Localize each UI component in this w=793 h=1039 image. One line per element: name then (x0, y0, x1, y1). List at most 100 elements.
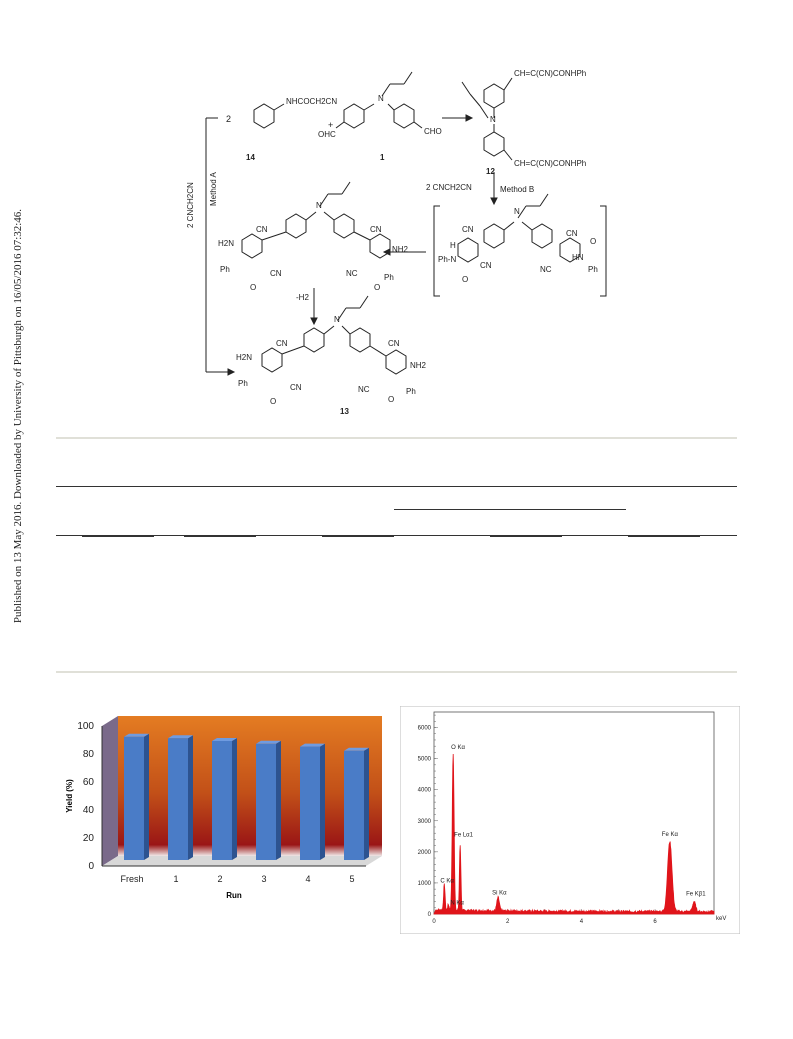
edx-x-tick-label: 6 (653, 919, 657, 925)
bar-fresh (124, 736, 144, 860)
col-rule-1 (82, 535, 154, 537)
edx-peak-label: O Kα (451, 745, 465, 751)
int-o-2: O (590, 237, 596, 246)
bar-top (344, 747, 369, 751)
edx-y-tick-label: 4000 (418, 788, 432, 794)
edx-spectrum-line (433, 753, 715, 915)
dimer-o-2: O (374, 283, 380, 292)
coefficient-2: 2 (226, 114, 231, 124)
bar-top (256, 740, 281, 744)
edx-peak-label: Fe Kβ1 (686, 892, 706, 898)
bar-4 (300, 746, 320, 860)
dimer-cn-3: CN (370, 225, 382, 234)
col-rule-3 (322, 535, 394, 537)
edx-x-tick-label: 2 (506, 919, 510, 925)
minus-h2-label: -H2 (296, 293, 309, 302)
x-tick-label: Fresh (120, 874, 143, 884)
bar-side (276, 740, 281, 860)
reaction-scheme: 2 NHCOCH2CN 14 + OHC N CHO 1 CH=C(CN)CON… (186, 69, 607, 416)
prod-cn-2: CN (290, 383, 302, 392)
method-a-label: Method A (209, 172, 218, 206)
table-top-rule (56, 486, 737, 487)
plus-sign: + (328, 120, 333, 130)
substituent-nhcoch2cn: NHCOCH2CN (286, 97, 337, 106)
y-tick-label: 0 (88, 861, 94, 872)
bar-5 (344, 750, 364, 860)
dimer-cn-1: CN (256, 225, 268, 234)
y-axis-title: Yield (%) (65, 779, 74, 813)
chart-back-wall (118, 716, 382, 856)
col-rule-2 (184, 535, 256, 537)
y-tick-label: 40 (83, 805, 95, 816)
edx-spectrum-chart: 0 1000 2000 3000 4000 5000 6000 0 2 4 6 C Kα N Kα O… (400, 706, 740, 934)
x-tick-label: 4 (305, 874, 310, 884)
bar-side (232, 738, 237, 860)
acrylamide-bottom-label: CH=C(CN)CONHPh (514, 159, 586, 168)
yield-bar-chart: 0 20 40 60 80 100 Fresh 1 2 3 4 5 Run Yield (%) (65, 716, 382, 900)
prod-h2n: H2N (236, 353, 252, 362)
ohc-label: OHC (318, 130, 336, 139)
label-compound-13: 13 (340, 407, 349, 416)
bar-side (320, 743, 325, 860)
dimer-ph-1: Ph (220, 265, 230, 274)
int-cn-2: CN (480, 261, 492, 270)
edx-y-tick-label: 5000 (418, 757, 432, 763)
x-tick-label: 2 (217, 874, 222, 884)
int-n: N (514, 207, 520, 216)
bar-top (300, 743, 325, 747)
edx-peak-label: Fe Lα1 (454, 833, 473, 839)
bar-1 (168, 738, 188, 860)
edx-peak-label: C Kα (440, 879, 454, 885)
edx-y-tick-label: 6000 (418, 726, 432, 732)
bar-side (144, 733, 149, 860)
prod-nc: NC (358, 385, 370, 394)
x-tick-label: 5 (349, 874, 354, 884)
bar-top (124, 733, 149, 737)
table-header-rule (56, 535, 737, 536)
bar-side (188, 735, 193, 860)
int-cn-3: CN (566, 229, 578, 238)
edx-x-tick-label: 4 (580, 919, 584, 925)
prod-nh2: NH2 (410, 361, 427, 370)
dimer-n: N (316, 201, 322, 210)
chart-side-wall (102, 716, 118, 866)
edx-y-tick-label: 2000 (418, 850, 432, 856)
int-hn: HN (572, 253, 584, 262)
reagent-method-a: 2 CNCH2CN (186, 182, 195, 228)
bar-3 (256, 743, 276, 860)
edx-peak-label: Fe Kα (662, 832, 679, 838)
table-span-rule (394, 509, 626, 510)
edx-peak-label: N Kα (450, 900, 464, 906)
method-b-label: Method B (500, 185, 534, 194)
edx-y-tick-label: 0 (428, 912, 432, 918)
int-phn: Ph-N (438, 255, 456, 264)
y-tick-label: 20 (83, 833, 95, 844)
int-ph: Ph (588, 265, 598, 274)
section-divider-top (56, 437, 737, 439)
dimer-ph-2: Ph (384, 273, 394, 282)
y-tick-label: 80 (83, 749, 95, 760)
label-compound-14: 14 (246, 153, 255, 162)
amine-n-12: N (490, 115, 496, 124)
reagent-method-b: 2 CNCH2CN (426, 183, 472, 192)
dimer-cn-2: CN (270, 269, 282, 278)
prod-cn-3: CN (388, 339, 400, 348)
y-tick-label: 60 (83, 777, 95, 788)
edx-y-tick-label: 1000 (418, 881, 432, 887)
dimer-nh2: NH2 (392, 245, 409, 254)
prod-ph-1: Ph (238, 379, 248, 388)
int-h: H (450, 241, 456, 250)
int-o-1: O (462, 275, 468, 284)
int-nc: NC (540, 265, 552, 274)
x-tick-label: 3 (261, 874, 266, 884)
edx-x-axis-unit: keV (716, 916, 726, 922)
bar-top (168, 735, 193, 739)
int-cn-1: CN (462, 225, 474, 234)
dimer-nc: NC (346, 269, 358, 278)
edx-x-tick-label: 0 (432, 919, 436, 925)
edx-peak-label: Si Kα (492, 891, 507, 897)
prod-ph-2: Ph (406, 387, 416, 396)
bar-2 (212, 741, 232, 860)
label-compound-1: 1 (380, 153, 385, 162)
label-compound-12: 12 (486, 167, 495, 176)
